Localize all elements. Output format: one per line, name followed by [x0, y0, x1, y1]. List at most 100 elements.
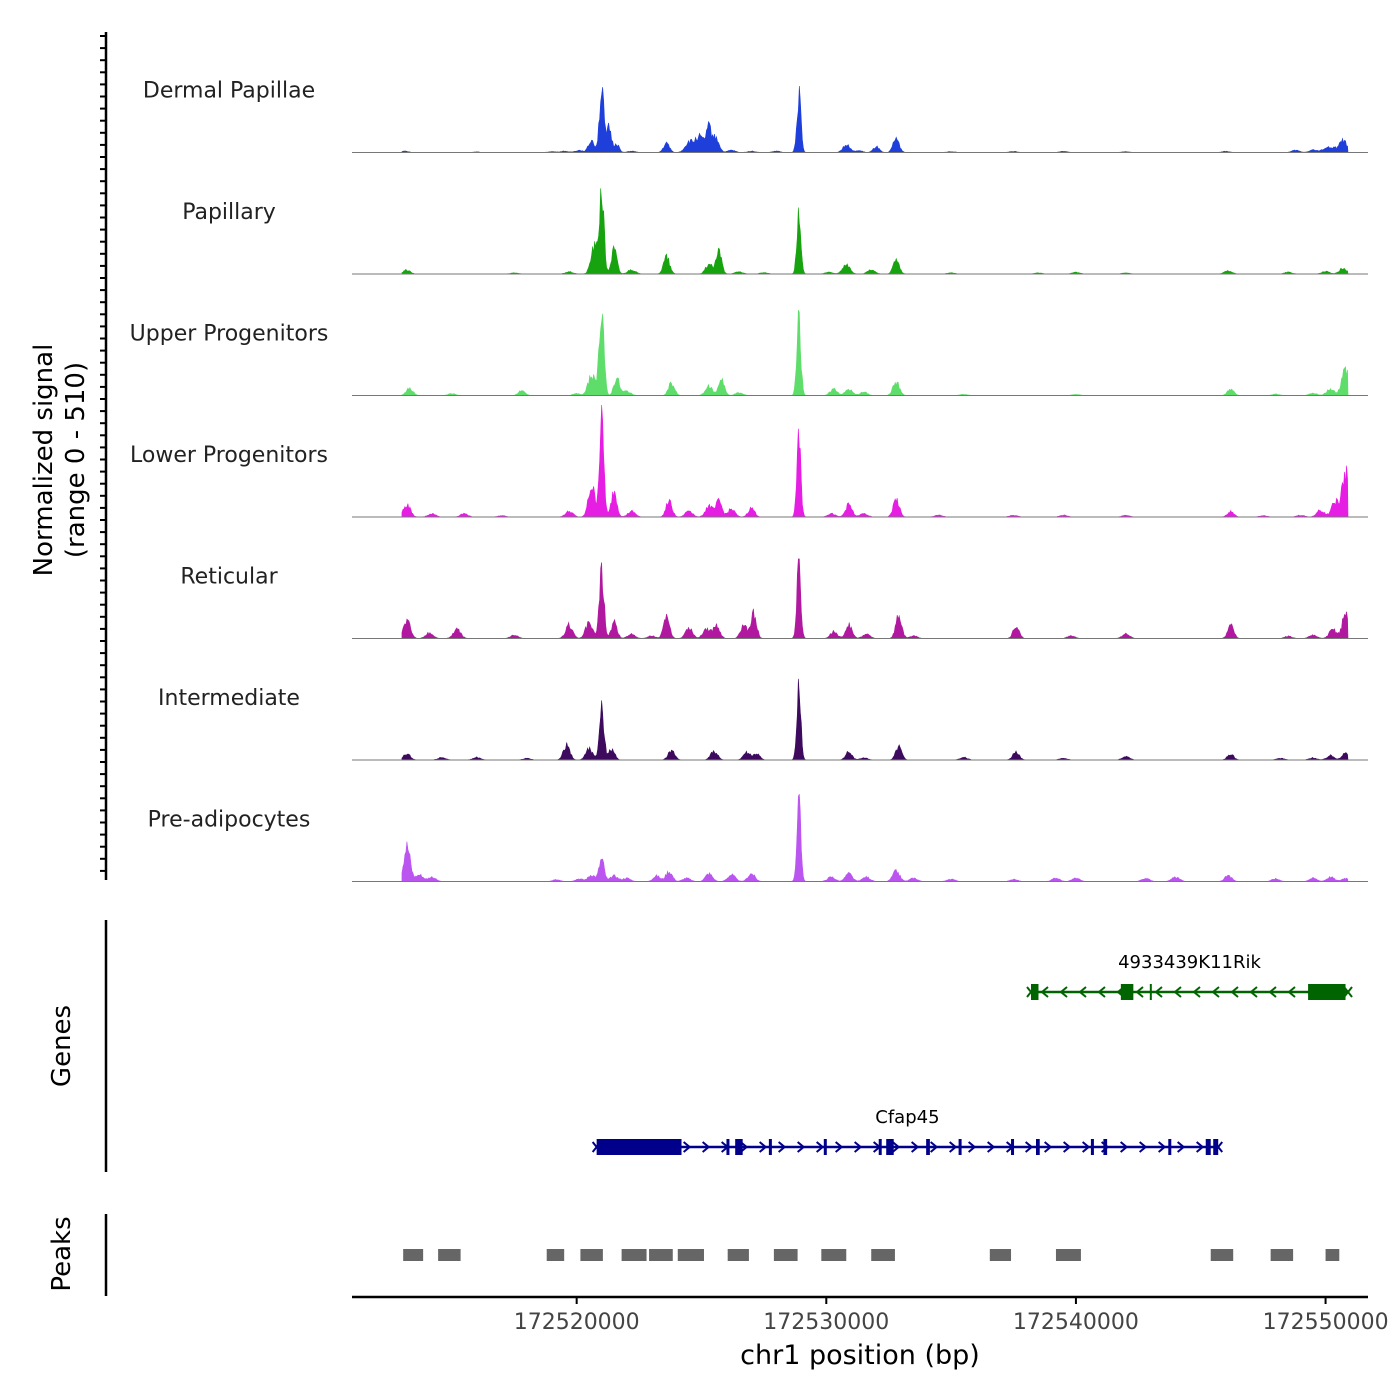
coverage-ylabel-line1: Normalized signal — [29, 344, 59, 577]
exon — [1308, 984, 1346, 1000]
track-label: Reticular — [180, 565, 278, 590]
peak-region — [821, 1249, 847, 1261]
peak-region — [1210, 1249, 1234, 1261]
strand-arrow — [853, 1141, 863, 1153]
peak-regions — [403, 1249, 1340, 1261]
track-label: Pre-adipocytes — [148, 808, 311, 833]
strand-arrow — [777, 1141, 787, 1153]
exon — [726, 1139, 730, 1155]
strand-arrow — [967, 1141, 977, 1153]
gene-annotations: 4933439K11Rik Cfap45 — [591, 952, 1353, 1155]
strand-arrow — [1135, 986, 1144, 998]
track-label: Upper Progenitors — [130, 322, 329, 347]
exon — [823, 1139, 827, 1155]
exon — [878, 1139, 882, 1155]
track-label: Lower Progenitors — [130, 443, 328, 468]
exon — [1011, 1139, 1015, 1155]
strand-arrow — [1195, 1141, 1205, 1153]
signal-area — [401, 558, 1349, 639]
strand-arrow — [1043, 1141, 1053, 1153]
track-label: Dermal Papillae — [143, 79, 315, 104]
signal-area — [401, 309, 1349, 396]
strand-arrow — [1287, 986, 1296, 998]
peak-region — [438, 1249, 461, 1261]
gene-label: 4933439K11Rik — [1118, 952, 1261, 973]
exon — [1103, 1139, 1108, 1155]
strand-arrow — [1157, 1141, 1167, 1153]
strand-arrow — [929, 1141, 939, 1153]
peak-region — [580, 1249, 603, 1261]
track-intermediate: Intermediate — [158, 678, 1368, 761]
exon — [1035, 1139, 1040, 1155]
exon — [1168, 1139, 1172, 1155]
strand-arrow — [1173, 986, 1182, 998]
x-tick-label: 172540000 — [1013, 1310, 1139, 1335]
track-label: Intermediate — [158, 686, 300, 711]
track-upper-progenitors: Upper Progenitors — [130, 309, 1368, 396]
exon — [1120, 984, 1134, 1000]
peak-region — [546, 1249, 565, 1261]
strand-arrow — [1097, 986, 1106, 998]
signal-area — [401, 793, 1349, 882]
signal-area — [401, 188, 1349, 275]
signal-area — [401, 404, 1349, 518]
peak-region — [727, 1249, 749, 1261]
exon — [1213, 1139, 1219, 1155]
peak-region — [989, 1249, 1012, 1261]
strand-arrow — [1024, 1141, 1034, 1153]
track-dermal-papillae: Dermal Papillae — [143, 79, 1368, 153]
strand-arrow — [1230, 986, 1239, 998]
x-tick-label: 172550000 — [1263, 1310, 1389, 1335]
exon — [886, 1139, 894, 1155]
signal-area — [401, 85, 1349, 153]
track-reticular: Reticular — [180, 558, 1368, 639]
strand-arrow — [758, 1141, 768, 1153]
x-axis-title: chr1 position (bp) — [740, 1340, 980, 1371]
peak-region — [871, 1249, 895, 1261]
x-tick-label: 172520000 — [514, 1310, 640, 1335]
strand-arrow — [682, 1141, 692, 1153]
strand-arrow — [1211, 986, 1220, 998]
strand-arrow — [1176, 1141, 1186, 1153]
strand-arrow — [1249, 986, 1258, 998]
strand-arrow — [815, 1141, 825, 1153]
track-lower-progenitors: Lower Progenitors — [130, 404, 1368, 518]
genes-ylabel: Genes — [47, 1005, 77, 1087]
track-label: Papillary — [182, 200, 276, 225]
strand-arrow — [1154, 986, 1163, 998]
strand-arrow — [910, 1141, 920, 1153]
x-tick-label: 172530000 — [763, 1310, 889, 1335]
strand-arrow — [1192, 986, 1201, 998]
strand-arrow — [1059, 986, 1068, 998]
coverage-tracks: Dermal Papillae Papillary Upper Progenitor… — [130, 79, 1368, 882]
strand-arrow — [701, 1141, 711, 1153]
peak-region — [1270, 1249, 1294, 1261]
gene-4933439k11rik: 4933439K11Rik — [1026, 952, 1353, 1000]
strand-arrow — [1081, 1141, 1091, 1153]
coverage-ylabel-line2: (range 0 - 510) — [61, 362, 91, 558]
gene-label: Cfap45 — [875, 1107, 939, 1128]
peak-region — [1055, 1249, 1081, 1261]
x-axis-ticks: 172520000 172530000 172540000 172550000 — [514, 1297, 1389, 1335]
strand-arrow — [1119, 1141, 1129, 1153]
strand-arrow — [986, 1141, 996, 1153]
peak-region — [773, 1249, 798, 1261]
strand-arrow — [1040, 986, 1049, 998]
peak-region — [1325, 1249, 1340, 1261]
peak-region — [677, 1249, 704, 1261]
coverage-y-ticks — [100, 35, 106, 872]
exon — [926, 1139, 930, 1155]
strand-arrow — [1062, 1141, 1072, 1153]
exon — [1090, 1139, 1094, 1155]
peaks-ylabel: Peaks — [47, 1216, 77, 1291]
track-papillary: Papillary — [182, 188, 1368, 275]
strand-arrow — [891, 1141, 901, 1153]
strand-arrow — [948, 1141, 958, 1153]
signal-area — [401, 678, 1349, 761]
exon — [596, 1139, 682, 1155]
exon — [735, 1139, 743, 1155]
track-pre-adipocytes: Pre-adipocytes — [148, 793, 1368, 882]
strand-arrow — [1268, 986, 1277, 998]
strand-arrow — [834, 1141, 844, 1153]
